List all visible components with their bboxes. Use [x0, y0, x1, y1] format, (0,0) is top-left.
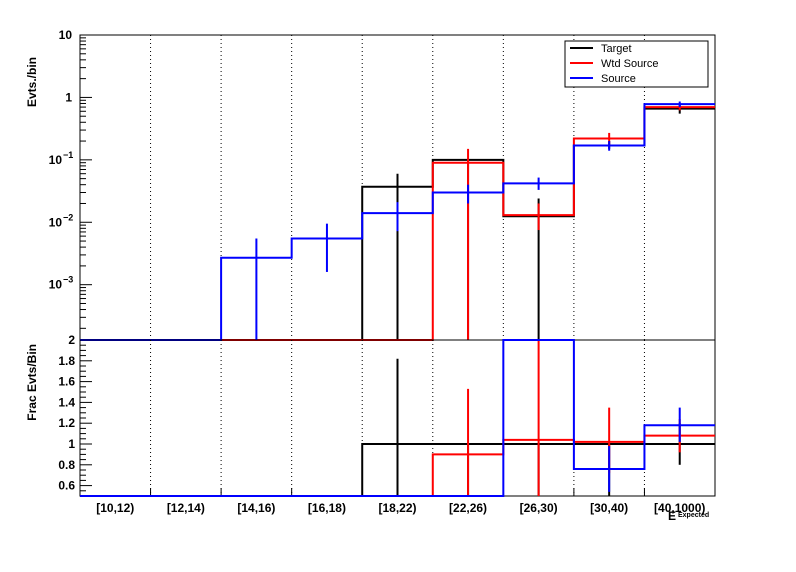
bottom-y-tick-label: 0.6 — [58, 479, 75, 493]
top-y-axis-title: Evts./bin — [25, 57, 39, 107]
x-axis-title-subscript: Expected — [678, 512, 709, 519]
x-category-label: [22,26) — [449, 501, 487, 515]
bottom-y-axis-title: Frac Evts/Bin — [25, 344, 39, 421]
x-category-label: [10,12) — [96, 501, 134, 515]
x-category-label: [40,1000) — [654, 501, 705, 515]
bottom-y-tick-label: 1.6 — [58, 375, 75, 389]
legend-label: Source — [601, 73, 636, 85]
top-y-tick-label: 10 — [49, 278, 63, 292]
bottom-panel: 2 1.8 1.6 1.4 1.2 1 0.8 0.6 Frac Evts/Bin [10,12)… — [25, 333, 716, 523]
bottom-y-tick-label: 1.2 — [58, 416, 75, 430]
top-y-tick-exponent: −1 — [63, 150, 73, 160]
x-category-label: [14,16) — [237, 501, 275, 515]
x-category-label: [16,18) — [308, 501, 346, 515]
top-y-tick-label: 1 — [65, 90, 72, 104]
bottom-series-0 — [80, 358, 715, 497]
top-y-tick-label: 10 — [49, 153, 63, 167]
x-category-label: [12,14) — [167, 501, 205, 515]
bottom-y-tick-label: 1.4 — [58, 395, 75, 409]
bottom-y-tick-label: 1 — [68, 437, 75, 451]
top-y-tick-label: 10 — [59, 28, 73, 42]
bottom-y-tick-label: 2 — [68, 333, 75, 347]
top-y-tick-exponent: −2 — [63, 212, 73, 222]
legend-label: Wtd Source — [601, 58, 658, 70]
top-y-tick-label: 10 — [49, 215, 63, 229]
bottom-series-2 — [80, 339, 715, 497]
x-axis-title: E — [668, 509, 676, 523]
x-category-label: [30,40) — [590, 501, 628, 515]
x-category-label: [18,22) — [378, 501, 416, 515]
x-category-label: [26,30) — [520, 501, 558, 515]
bottom-y-tick-label: 1.8 — [58, 354, 75, 368]
top-y-tick-exponent: −3 — [63, 275, 73, 285]
bottom-y-tick-label: 0.8 — [58, 458, 75, 472]
bottom-series-line — [80, 339, 715, 497]
top-series-2 — [80, 101, 715, 341]
legend-label: Target — [601, 43, 632, 55]
top-series-line — [80, 103, 715, 341]
